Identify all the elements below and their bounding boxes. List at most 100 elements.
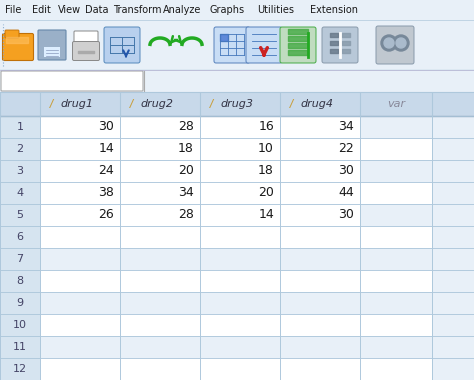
FancyBboxPatch shape — [73, 41, 100, 60]
Bar — [200, 292, 280, 314]
Bar — [200, 270, 280, 292]
Text: 34: 34 — [338, 120, 354, 133]
Text: 44: 44 — [338, 187, 354, 200]
Bar — [280, 270, 360, 292]
Bar — [120, 160, 200, 182]
Bar — [200, 358, 280, 380]
Bar — [280, 160, 360, 182]
FancyBboxPatch shape — [1, 71, 143, 91]
Text: 38: 38 — [98, 187, 114, 200]
Bar — [0, 204, 40, 226]
Text: 22: 22 — [338, 142, 354, 155]
Text: drug1: drug1 — [60, 99, 93, 109]
Circle shape — [396, 38, 406, 48]
Bar — [360, 270, 432, 292]
Bar — [200, 204, 280, 226]
Text: 1: 1 — [17, 122, 24, 132]
FancyBboxPatch shape — [5, 30, 19, 38]
Bar — [40, 358, 120, 380]
Bar — [40, 204, 120, 226]
Bar — [120, 204, 200, 226]
Bar — [280, 248, 360, 270]
Text: 2: 2 — [17, 144, 24, 154]
Text: 10: 10 — [13, 320, 27, 330]
Text: 24: 24 — [98, 165, 114, 177]
Circle shape — [381, 35, 397, 51]
Bar — [0, 270, 40, 292]
Bar — [0, 92, 474, 116]
Text: drug3: drug3 — [220, 99, 253, 109]
Bar — [280, 358, 360, 380]
Text: 18: 18 — [258, 165, 274, 177]
Bar — [40, 336, 120, 358]
Bar — [200, 182, 280, 204]
Bar — [280, 336, 360, 358]
Bar — [360, 358, 432, 380]
FancyBboxPatch shape — [322, 27, 358, 63]
Bar — [0, 160, 40, 182]
Text: 30: 30 — [338, 209, 354, 222]
Bar — [280, 226, 360, 248]
FancyBboxPatch shape — [2, 33, 34, 60]
Bar — [360, 116, 432, 138]
Bar — [280, 292, 360, 314]
Bar — [360, 182, 432, 204]
Bar — [0, 138, 40, 160]
Text: 3: 3 — [17, 166, 24, 176]
Bar — [280, 204, 360, 226]
Bar — [0, 248, 40, 270]
Bar — [40, 270, 120, 292]
Bar — [40, 138, 120, 160]
Text: Data: Data — [85, 5, 109, 15]
Text: /: / — [210, 99, 214, 109]
Text: /: / — [290, 99, 294, 109]
Bar — [280, 116, 360, 138]
FancyBboxPatch shape — [246, 27, 282, 63]
Text: 5: 5 — [17, 210, 24, 220]
Text: File: File — [5, 5, 21, 15]
Text: 7: 7 — [17, 254, 24, 264]
Text: 34: 34 — [178, 187, 194, 200]
Text: /: / — [130, 99, 134, 109]
Bar — [0, 116, 40, 138]
Bar — [200, 314, 280, 336]
Bar — [120, 292, 200, 314]
Bar — [360, 226, 432, 248]
Bar — [200, 160, 280, 182]
Text: Extension: Extension — [310, 5, 358, 15]
Text: 30: 30 — [338, 165, 354, 177]
FancyBboxPatch shape — [74, 31, 98, 51]
Bar — [120, 248, 200, 270]
Bar — [44, 47, 60, 57]
Text: 8: 8 — [17, 276, 24, 286]
Bar — [40, 160, 120, 182]
Bar — [360, 204, 432, 226]
Circle shape — [393, 35, 409, 51]
Bar — [120, 336, 200, 358]
Bar — [280, 314, 360, 336]
Text: 4: 4 — [17, 188, 24, 198]
Bar — [360, 248, 432, 270]
Bar — [40, 182, 120, 204]
Text: 16: 16 — [258, 120, 274, 133]
Bar — [0, 182, 40, 204]
Text: 11: 11 — [13, 342, 27, 352]
Text: 12: 12 — [13, 364, 27, 374]
Bar — [40, 314, 120, 336]
Bar — [360, 314, 432, 336]
Text: Graphs: Graphs — [210, 5, 245, 15]
Bar — [0, 336, 40, 358]
Bar — [360, 336, 432, 358]
Bar — [120, 314, 200, 336]
Text: 20: 20 — [178, 165, 194, 177]
Text: drug2: drug2 — [140, 99, 173, 109]
Text: 20: 20 — [258, 187, 274, 200]
Bar — [0, 358, 40, 380]
Bar — [40, 248, 120, 270]
Text: 14: 14 — [258, 209, 274, 222]
Bar — [360, 292, 432, 314]
Bar — [200, 226, 280, 248]
Bar — [360, 138, 432, 160]
Text: Edit: Edit — [32, 5, 51, 15]
Text: 14: 14 — [98, 142, 114, 155]
